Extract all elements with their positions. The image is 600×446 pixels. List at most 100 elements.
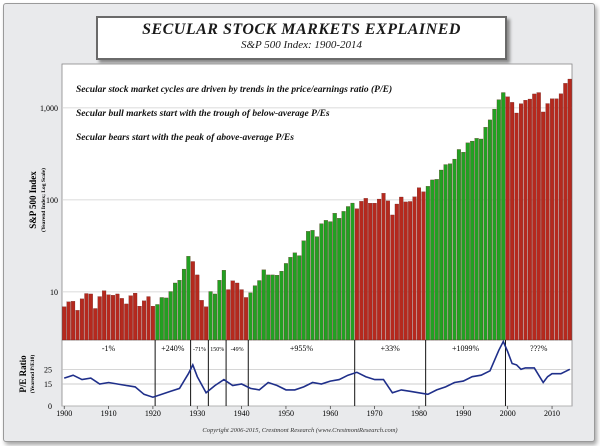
price-bar [239,289,244,341]
bars-group [62,78,572,341]
price-bar [346,206,351,341]
chart-subtitle: S&P 500 Index: 1900-2014 [240,39,363,51]
annotation-1: Secular stock market cycles are driven b… [76,84,392,95]
price-bar [226,289,231,341]
price-bar [155,304,160,341]
price-bar [350,202,355,341]
price-bar [128,295,133,341]
price-bar [510,102,515,341]
price-bar [394,203,399,341]
price-bar [221,270,226,341]
price-bar [115,293,120,341]
price-bar [306,231,311,341]
price-bar [195,274,200,341]
price-bar [230,280,235,341]
price-bar [470,140,475,341]
price-bar [283,263,288,341]
price-bar [492,108,497,341]
price-y-tick-label: 100 [46,196,58,205]
price-bar [66,301,71,341]
price-bar [88,293,93,341]
price-bar [536,92,541,341]
price-bar [479,138,484,341]
annotation-2: Secular bull markets start with the trou… [76,109,330,119]
price-bar [279,271,284,341]
period-label: -49% [231,347,244,353]
price-bar [79,298,84,341]
price-bar [106,294,111,341]
price-bar [501,92,506,341]
period-dividers [154,340,506,406]
price-bar [119,298,124,341]
price-bar [381,193,386,341]
price-bar [301,240,306,341]
price-bar [417,187,421,341]
price-bar [496,99,501,341]
price-bar [337,218,342,341]
price-bar [563,83,568,341]
price-bar [164,297,169,341]
price-bar [186,256,191,341]
x-tick-label: 1930 [189,409,205,418]
x-tick-label: 2000 [500,409,516,418]
price-bar [550,98,555,341]
price-bar [261,269,266,341]
price-bar [412,196,417,341]
x-tick-label: 1990 [455,409,471,418]
price-bar [248,292,253,341]
price-bar [452,158,457,341]
price-bar [310,230,315,341]
price-y-tick-label: 1,000 [40,104,58,113]
price-bar [368,203,373,341]
pe-y-label: P/E Ratio [18,355,28,393]
pe-y-tick-label: 15 [44,380,52,389]
chart-title: SECULAR STOCK MARKETS EXPLAINED [142,21,461,38]
price-bar [558,93,563,341]
price-bar [385,200,390,341]
price-bar [208,291,213,341]
price-bar [519,103,523,341]
price-bar [168,291,173,341]
price-bar [177,280,182,341]
price-bar [84,293,89,341]
price-y-axis: 10 100 1,000 [40,104,58,297]
price-bar [461,152,466,341]
price-bar [425,186,430,341]
pe-y-tick-label: 0 [48,402,52,411]
price-y-sublabel: (Yearend Index; Log Scale) [40,168,47,232]
price-bar [93,308,98,341]
period-label: +240% [161,344,185,353]
x-tick-label: 1910 [101,409,117,418]
price-bar [173,282,178,341]
period-label: ???% [530,344,548,353]
price-bar [217,280,222,341]
price-bar [62,306,67,341]
price-bar [275,275,280,341]
price-bar [443,164,448,341]
price-bar [235,282,240,341]
price-bar [142,300,147,341]
pe-plot-area [61,339,573,407]
period-label: +33% [381,344,401,353]
price-bar [75,310,80,341]
price-bar [372,203,377,341]
price-bar [252,285,257,341]
period-label: 150% [210,347,224,353]
price-bar [71,301,76,341]
price-bar [102,290,107,341]
price-bar [514,112,519,341]
price-bar [137,306,142,341]
title-box: SECULAR STOCK MARKETS EXPLAINED S&P 500 … [96,16,507,60]
price-bar [359,201,364,341]
price-bar [328,221,333,341]
period-label: +955% [290,344,314,353]
x-tick-label: 1970 [367,409,383,418]
price-bar [213,293,217,341]
price-bar [465,142,470,341]
x-tick-label: 1950 [278,409,294,418]
x-tick-label: 1940 [234,409,250,418]
x-tick-label: 1980 [411,409,427,418]
price-bar [150,306,155,341]
pe-series-line [63,339,571,399]
